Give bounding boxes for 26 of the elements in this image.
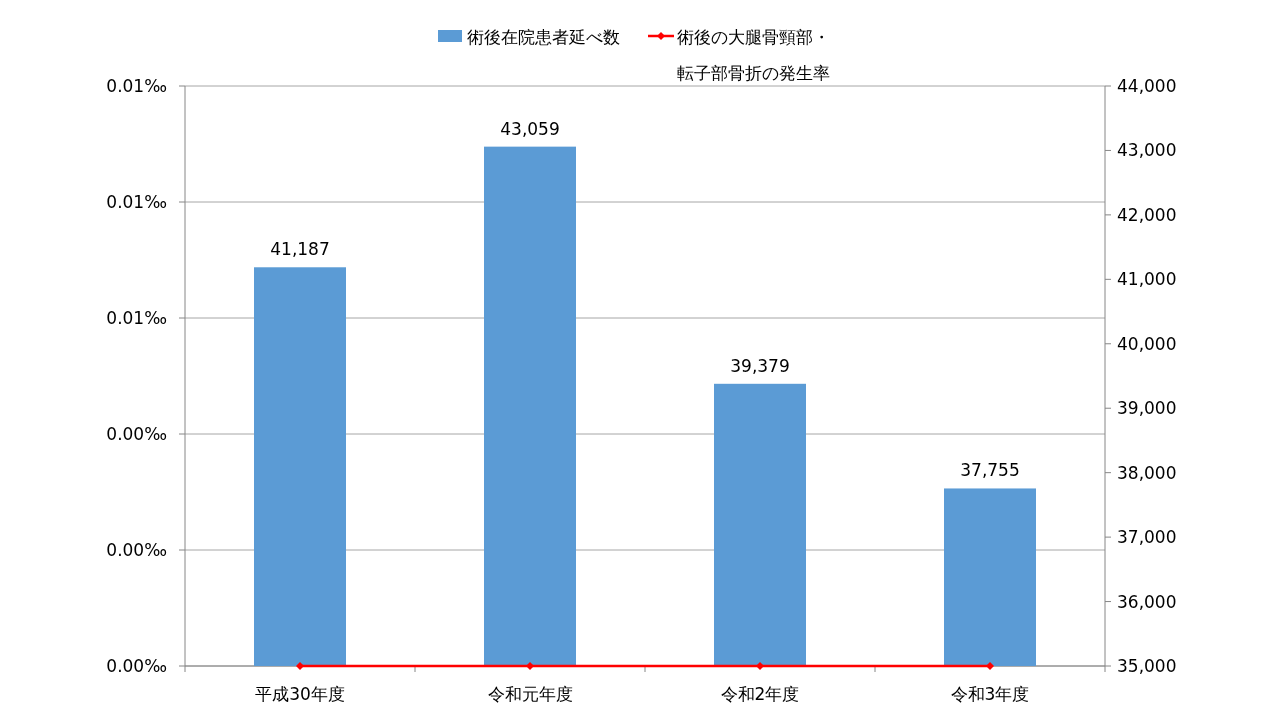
y-tick-label: 0.01‰ xyxy=(106,308,167,328)
x-tick-label: 令和元年度 xyxy=(487,684,573,704)
y2-tick-label: 37,000 xyxy=(1117,527,1177,548)
legend-label: 術後在院患者延べ数 xyxy=(467,27,620,47)
data-label: 43,059 xyxy=(500,118,560,139)
y2-tick-label: 41,000 xyxy=(1117,269,1177,290)
y2-tick-label: 35,000 xyxy=(1117,656,1177,676)
y2-tick-label: 38,000 xyxy=(1117,462,1177,483)
y2-tick-label: 36,000 xyxy=(1117,591,1177,612)
y-tick-label: 0.00‰ xyxy=(106,540,167,560)
y-tick-label: 0.01‰ xyxy=(106,192,167,212)
y-tick-label: 0.00‰ xyxy=(106,656,167,676)
y2-tick-label: 40,000 xyxy=(1117,333,1177,354)
y2-tick-label: 43,000 xyxy=(1117,140,1177,161)
legend-label: 術後の大腿骨頸部・転子部骨折の発生率 xyxy=(677,27,830,83)
x-tick-label: 令和2年度 xyxy=(720,684,800,704)
y-tick-label: 0.01‰ xyxy=(106,76,167,96)
y-tick-label: 0.00‰ xyxy=(106,424,167,444)
x-tick-label: 平成30年度 xyxy=(255,684,345,704)
data-label: 39,379 xyxy=(730,355,790,376)
x-tick-label: 令和3年度 xyxy=(950,684,1030,704)
y2-tick-label: 44,000 xyxy=(1117,76,1177,96)
y2-tick-label: 39,000 xyxy=(1117,398,1177,419)
data-label: 37,755 xyxy=(960,460,1020,481)
y2-tick-label: 42,000 xyxy=(1117,204,1177,225)
data-label: 41,187 xyxy=(270,239,330,260)
